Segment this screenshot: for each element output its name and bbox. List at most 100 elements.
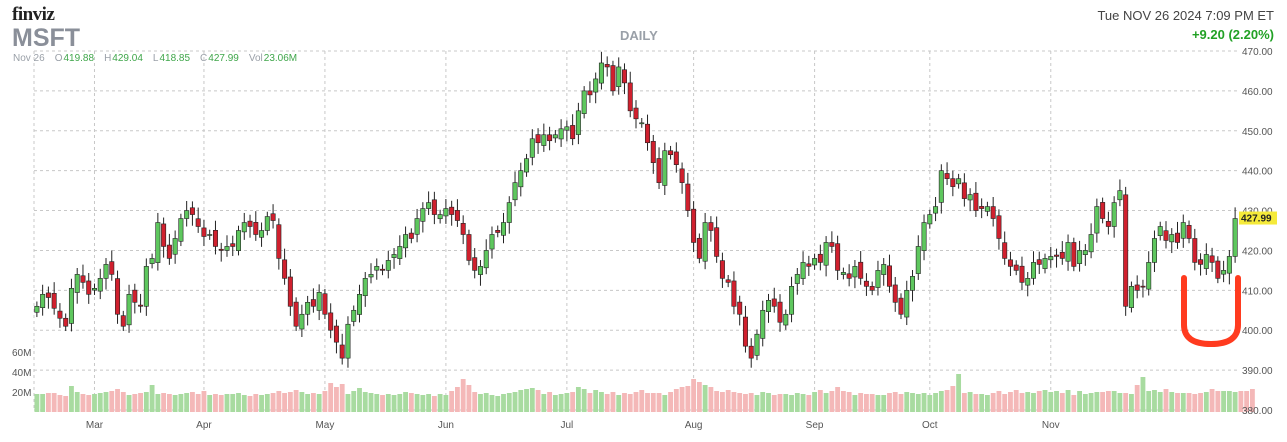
- volume-bar: [339, 384, 345, 412]
- volume-bar: [927, 395, 933, 412]
- candle-body: [172, 238, 178, 255]
- candle-body: [299, 313, 305, 330]
- y-tick-label: 450.00: [1242, 127, 1273, 138]
- volume-bar: [1048, 392, 1054, 412]
- volume-bar: [426, 394, 432, 412]
- candle-body: [1094, 206, 1100, 234]
- volume-bar: [558, 394, 564, 412]
- candle-body: [921, 222, 927, 251]
- volume-bar: [1059, 393, 1065, 412]
- finviz-logo[interactable]: finviz: [12, 4, 55, 25]
- volume-bar: [1111, 391, 1117, 412]
- candle-body: [1209, 255, 1215, 263]
- candle-body: [431, 199, 437, 215]
- candle-body: [1007, 259, 1013, 267]
- candle-body: [63, 317, 69, 327]
- volume-bar: [604, 394, 610, 412]
- volume-bar: [40, 394, 46, 412]
- volume-label: Vol: [248, 53, 263, 64]
- volume-bar: [97, 393, 103, 412]
- volume-bar: [1105, 391, 1111, 412]
- candle-body: [310, 299, 316, 307]
- u-annotation: [1181, 275, 1241, 348]
- candle-body: [633, 107, 639, 120]
- candle-body: [328, 312, 334, 331]
- ohlc-readout: Nov 26O419.88H429.04L418.85C427.99Vol23.…: [13, 53, 307, 64]
- volume-bar: [109, 391, 115, 412]
- candle-body: [86, 280, 92, 295]
- volume-bar: [800, 394, 806, 412]
- volume-bar: [1036, 391, 1042, 412]
- volume-bar: [806, 395, 812, 412]
- volume-value: 23.06M: [263, 53, 298, 64]
- volume-bar: [915, 394, 921, 412]
- x-tick-label: Mar: [86, 420, 104, 431]
- volume-bar: [950, 386, 956, 412]
- volume-bar: [535, 390, 541, 412]
- volume-bar: [1065, 390, 1071, 412]
- volume-bar: [357, 388, 362, 412]
- candle-body: [881, 264, 887, 275]
- y-axis: 470.00460.00450.00440.00430.00420.00410.…: [1242, 47, 1273, 417]
- ohlc-date: Nov 26: [13, 53, 45, 64]
- x-tick-label: Nov: [1042, 420, 1060, 431]
- candle-body: [1146, 262, 1152, 290]
- volume-bar: [270, 393, 276, 412]
- candle-body: [466, 234, 472, 261]
- x-tick-label: Apr: [196, 420, 212, 431]
- candle-body: [524, 158, 530, 173]
- volume-bar: [195, 394, 201, 412]
- volume-bar: [725, 390, 731, 412]
- volume-bar: [541, 394, 547, 412]
- x-tick-label: Jul: [560, 420, 573, 431]
- candle-body: [702, 222, 708, 262]
- volume-bar: [696, 382, 702, 412]
- candle-body: [656, 158, 662, 183]
- last-price-badge: [1239, 211, 1277, 225]
- candle-body: [679, 168, 685, 183]
- candle-body: [869, 286, 875, 291]
- y-tick-label: 410.00: [1242, 286, 1273, 297]
- volume-bar: [241, 395, 247, 412]
- candle-body: [362, 278, 368, 297]
- candle-body: [1054, 254, 1060, 257]
- volume-bar: [731, 392, 737, 412]
- volume-bar: [593, 390, 599, 412]
- candle-body: [858, 261, 864, 279]
- volume-bar: [766, 393, 771, 412]
- volume-bar: [852, 395, 858, 412]
- candle-body: [426, 202, 432, 209]
- volume-bar: [408, 393, 414, 412]
- candle-body: [472, 257, 478, 271]
- y-tick-label: 460.00: [1242, 87, 1273, 98]
- candle-body: [259, 230, 265, 238]
- candle-body: [852, 266, 858, 278]
- x-tick-label: Jun: [438, 420, 454, 431]
- candle-body: [212, 230, 218, 247]
- volume-bar: [362, 392, 368, 412]
- volume-bar: [253, 394, 259, 412]
- volume-bar: [662, 395, 668, 412]
- volume-bar: [264, 394, 270, 412]
- volume-bar: [403, 392, 408, 412]
- volume-bar: [823, 393, 829, 412]
- y-tick-label: 400.00: [1242, 326, 1273, 337]
- volume-bar: [869, 394, 875, 412]
- candle-body: [339, 344, 345, 359]
- volume-bar: [178, 394, 184, 412]
- volume-bar: [645, 393, 650, 412]
- candle-body: [236, 230, 241, 251]
- volume-bar: [524, 389, 529, 412]
- volume-bar: [45, 393, 51, 412]
- candle-body: [956, 178, 962, 185]
- volume-bar: [1071, 395, 1077, 412]
- candle-body: [230, 243, 236, 247]
- volume-bar: [466, 385, 472, 412]
- volume-bar: [1123, 393, 1129, 412]
- volume-bar: [69, 386, 74, 412]
- candle-body: [282, 259, 288, 279]
- volume-bar: [760, 392, 766, 412]
- volume-bar: [472, 392, 478, 412]
- period-label: DAILY: [620, 28, 658, 43]
